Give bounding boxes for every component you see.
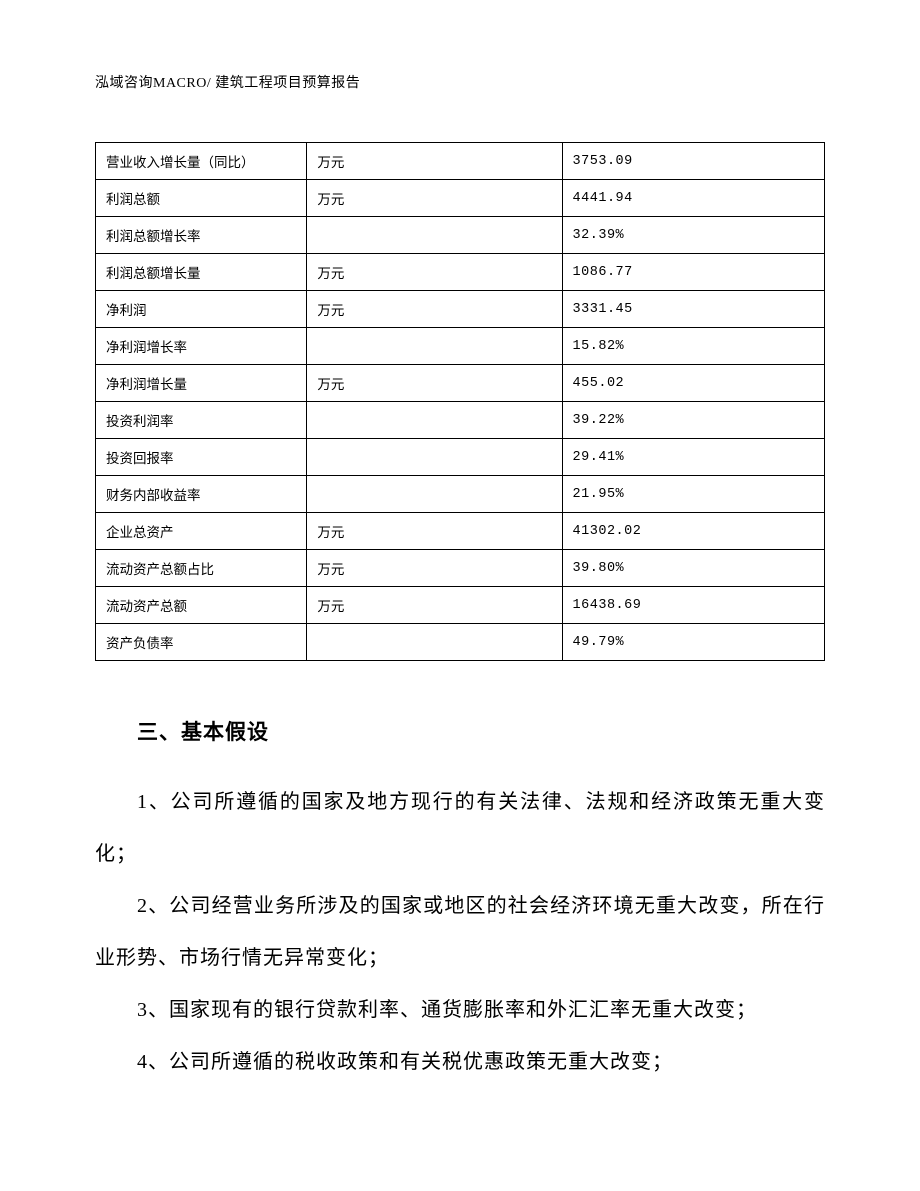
cell-label: 资产负债率 [96, 624, 307, 661]
cell-value: 21.95% [562, 476, 824, 513]
cell-label: 利润总额增长率 [96, 217, 307, 254]
table-row: 净利润增长率 15.82% [96, 328, 825, 365]
cell-value: 1086.77 [562, 254, 824, 291]
cell-value: 41302.02 [562, 513, 824, 550]
cell-label: 利润总额 [96, 180, 307, 217]
page-container: 泓域咨询MACRO/ 建筑工程项目预算报告 营业收入增长量（同比）万元3753.… [0, 0, 920, 1148]
cell-unit [307, 624, 562, 661]
cell-value: 3331.45 [562, 291, 824, 328]
cell-unit: 万元 [307, 254, 562, 291]
table-row: 投资回报率 29.41% [96, 439, 825, 476]
table-body: 营业收入增长量（同比）万元3753.09利润总额万元4441.94利润总额增长率… [96, 143, 825, 661]
cell-label: 企业总资产 [96, 513, 307, 550]
paragraph: 3、国家现有的银行贷款利率、通货膨胀率和外汇汇率无重大改变； [95, 984, 825, 1036]
financial-data-table: 营业收入增长量（同比）万元3753.09利润总额万元4441.94利润总额增长率… [95, 142, 825, 661]
cell-label: 利润总额增长量 [96, 254, 307, 291]
paragraphs-container: 1、公司所遵循的国家及地方现行的有关法律、法规和经济政策无重大变化；2、公司经营… [95, 776, 825, 1088]
cell-value: 32.39% [562, 217, 824, 254]
table-row: 资产负债率 49.79% [96, 624, 825, 661]
table-row: 净利润万元3331.45 [96, 291, 825, 328]
cell-value: 16438.69 [562, 587, 824, 624]
cell-unit [307, 476, 562, 513]
cell-unit [307, 439, 562, 476]
cell-label: 流动资产总额占比 [96, 550, 307, 587]
cell-unit [307, 402, 562, 439]
cell-label: 投资回报率 [96, 439, 307, 476]
cell-unit: 万元 [307, 180, 562, 217]
table-row: 利润总额增长率 32.39% [96, 217, 825, 254]
table-row: 财务内部收益率 21.95% [96, 476, 825, 513]
paragraph: 1、公司所遵循的国家及地方现行的有关法律、法规和经济政策无重大变化； [95, 776, 825, 880]
table-row: 企业总资产万元41302.02 [96, 513, 825, 550]
cell-value: 455.02 [562, 365, 824, 402]
cell-unit [307, 217, 562, 254]
cell-label: 投资利润率 [96, 402, 307, 439]
table-row: 流动资产总额占比万元39.80% [96, 550, 825, 587]
cell-unit: 万元 [307, 143, 562, 180]
cell-value: 49.79% [562, 624, 824, 661]
cell-unit: 万元 [307, 291, 562, 328]
table-row: 投资利润率 39.22% [96, 402, 825, 439]
cell-value: 29.41% [562, 439, 824, 476]
cell-label: 净利润增长率 [96, 328, 307, 365]
cell-value: 39.22% [562, 402, 824, 439]
cell-value: 39.80% [562, 550, 824, 587]
table-row: 净利润增长量万元455.02 [96, 365, 825, 402]
section-heading: 三、基本假设 [137, 716, 825, 746]
cell-unit [307, 328, 562, 365]
cell-label: 营业收入增长量（同比） [96, 143, 307, 180]
table-row: 利润总额增长量万元1086.77 [96, 254, 825, 291]
table-row: 营业收入增长量（同比）万元3753.09 [96, 143, 825, 180]
cell-label: 流动资产总额 [96, 587, 307, 624]
cell-unit: 万元 [307, 550, 562, 587]
cell-unit: 万元 [307, 513, 562, 550]
page-header: 泓域咨询MACRO/ 建筑工程项目预算报告 [95, 72, 825, 92]
table-row: 流动资产总额万元16438.69 [96, 587, 825, 624]
paragraph: 2、公司经营业务所涉及的国家或地区的社会经济环境无重大改变，所在行业形势、市场行… [95, 880, 825, 984]
cell-label: 净利润 [96, 291, 307, 328]
cell-value: 4441.94 [562, 180, 824, 217]
cell-value: 3753.09 [562, 143, 824, 180]
cell-label: 财务内部收益率 [96, 476, 307, 513]
cell-value: 15.82% [562, 328, 824, 365]
paragraph: 4、公司所遵循的税收政策和有关税优惠政策无重大改变； [95, 1036, 825, 1088]
cell-unit: 万元 [307, 365, 562, 402]
cell-unit: 万元 [307, 587, 562, 624]
table-row: 利润总额万元4441.94 [96, 180, 825, 217]
cell-label: 净利润增长量 [96, 365, 307, 402]
